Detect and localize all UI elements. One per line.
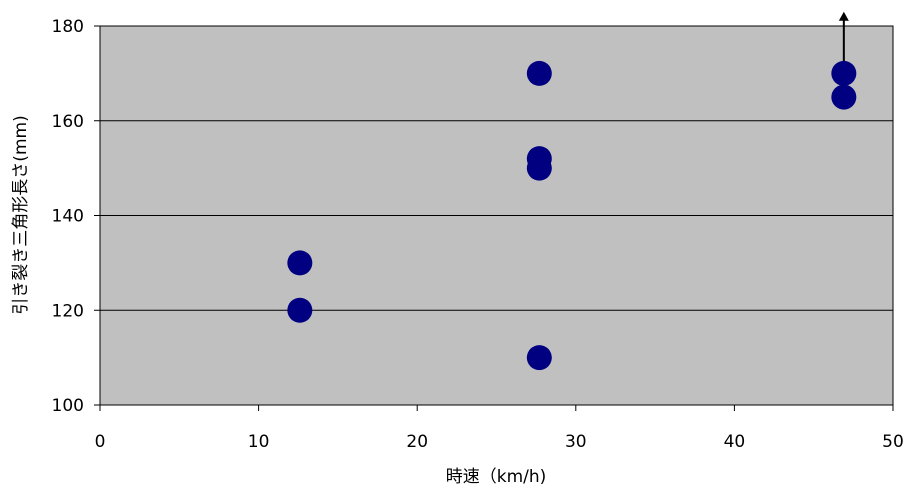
x-tick-label: 50	[882, 432, 904, 452]
y-axis-title: 引き裂き三角形長さ(mm)	[11, 115, 31, 314]
x-tick-label: 0	[95, 432, 106, 452]
data-point	[831, 84, 857, 110]
x-tick-label: 20	[406, 432, 428, 452]
y-tick-label: 140	[52, 207, 84, 227]
data-point	[526, 60, 552, 86]
data-point	[287, 250, 313, 276]
x-tick-label: 40	[724, 432, 746, 452]
arrow-head	[838, 11, 849, 21]
y-tick-label: 180	[52, 17, 84, 37]
x-tick-label: 10	[248, 432, 270, 452]
gridlines	[100, 120, 893, 311]
data-point	[526, 345, 552, 371]
y-axis-ticks: 100 120 140 160 180	[52, 17, 100, 416]
data-point	[287, 297, 313, 323]
x-axis-title: 時速（km/h)	[446, 467, 547, 487]
y-tick-label: 100	[52, 396, 84, 416]
data-point	[526, 155, 552, 181]
y-tick-label: 160	[52, 112, 84, 132]
x-tick-label: 30	[565, 432, 587, 452]
data-point	[831, 60, 857, 86]
y-tick-label: 120	[52, 301, 84, 321]
data-points	[287, 60, 857, 371]
x-axis-ticks: 0 10 20 30 40 50	[95, 405, 904, 452]
